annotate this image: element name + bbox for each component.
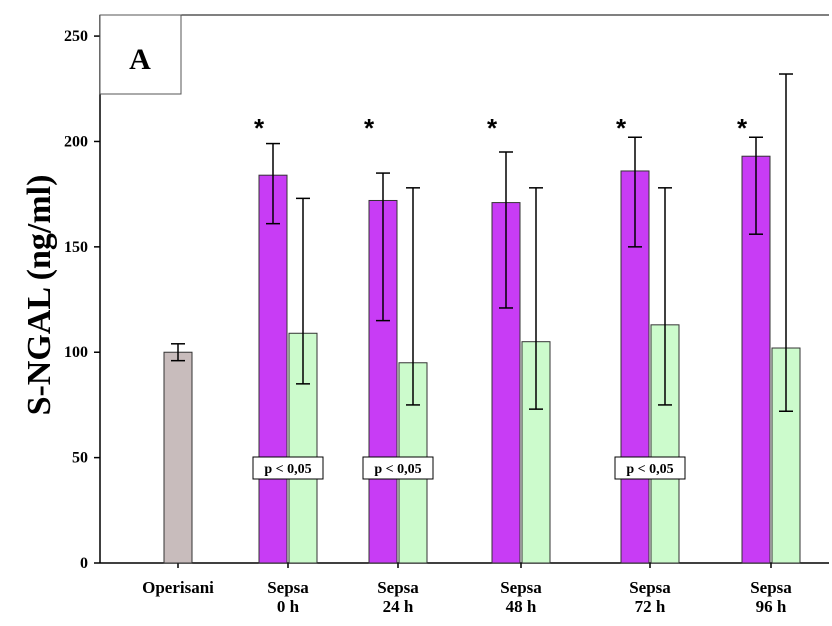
pvalue-label-4: p < 0,05 [626,462,673,477]
pvalue-box-4 [614,456,686,480]
x-tick-label-1-0: Sepsa [267,578,309,597]
significance-star-3: * [487,113,498,143]
bars [163,73,801,564]
y-tick-label-200: 200 [64,133,88,150]
significance-star-4: * [616,113,627,143]
x-tick-label-2-1: 24 h [383,597,414,616]
pvalue-box-2 [362,456,434,480]
x-tick-label-2-0: Sepsa [377,578,419,597]
pvalue-box-1 [252,456,324,480]
y-tick-label-0: 0 [80,555,88,572]
significance-star-2: * [364,113,375,143]
pvalue-label-1: p < 0,05 [264,462,311,477]
axes: 0 50 100 150 200 250 [64,14,829,572]
y-tick-label-100: 100 [64,344,88,361]
x-tick-label-3-1: 48 h [506,597,537,616]
y-axis-label: S-NGAL (ng/ml) [21,175,58,416]
pvalue-label-2: p < 0,05 [374,462,421,477]
x-tick-label-4-0: Sepsa [629,578,671,597]
significance-star-1: * [254,113,265,143]
bar-purple-1 [258,174,288,564]
panel-label-box [99,14,182,95]
x-tick-label-0-0: Operisani [142,578,214,597]
significance-star-5: * [737,113,748,143]
x-tick-label-4-1: 72 h [635,597,666,616]
y-tick-label-50: 50 [72,450,88,467]
y-tick-label-250: 250 [64,28,88,45]
bar-operisani [163,351,193,564]
panel-label: A [129,43,151,76]
y-tick-label-150: 150 [64,239,88,256]
x-tick-label-5-0: Sepsa [750,578,792,597]
x-tick-label-1-1: 0 h [277,597,300,616]
x-tick-label-5-1: 96 h [756,597,787,616]
x-tick-label-3-0: Sepsa [500,578,542,597]
